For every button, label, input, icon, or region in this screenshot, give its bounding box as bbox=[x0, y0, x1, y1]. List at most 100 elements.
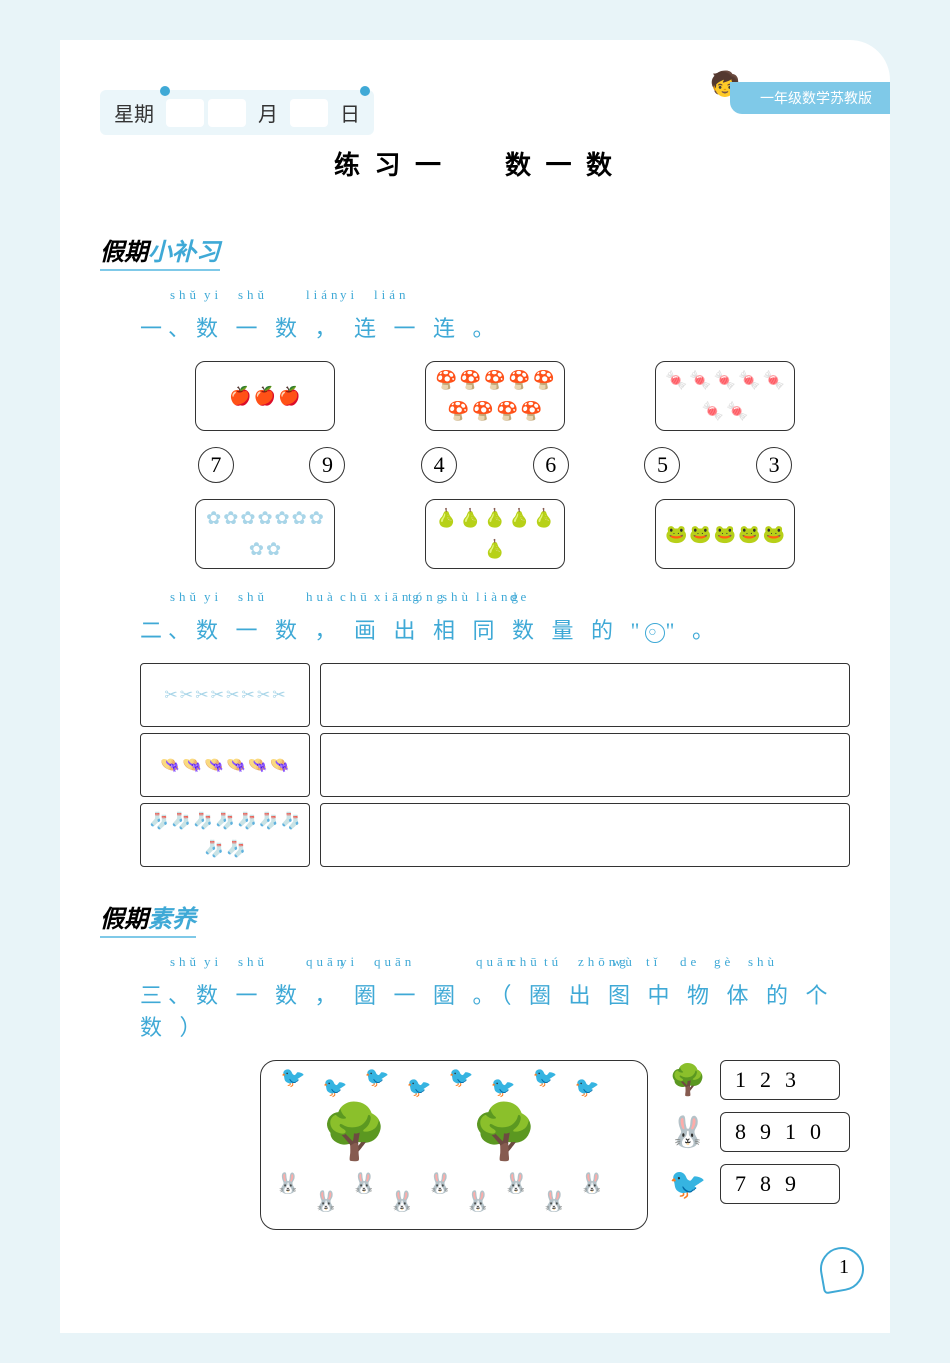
answer-options[interactable]: 8910 bbox=[720, 1112, 850, 1152]
item-icon: 🍄 bbox=[496, 401, 518, 422]
exercise-3: 🐦🐦🐦🐦🐦🐦🐦🐦🌳🌳🐰🐰🐰🐰🐰🐰🐰🐰🐰 🌳123🐰8910🐦789 bbox=[140, 1060, 850, 1230]
item-icon: ✿ bbox=[309, 508, 324, 529]
bird-icon: 🐦 bbox=[365, 1065, 390, 1090]
ex2-label-pre: 二、数 一 数 ， 画 出 相 同 数 量 的 " bbox=[140, 618, 645, 643]
number-circle[interactable]: 7 bbox=[198, 447, 234, 483]
item-icon: 🧦 bbox=[237, 811, 257, 831]
circle-icon: ○ bbox=[645, 623, 665, 643]
bird-icon: 🐦 bbox=[407, 1075, 432, 1100]
item-icon: ✿ bbox=[206, 508, 221, 529]
item-icon: 🍄 bbox=[520, 401, 542, 422]
number-circle[interactable]: 3 bbox=[756, 447, 792, 483]
weekday-field[interactable] bbox=[166, 99, 204, 127]
item-icon: 🐸 bbox=[689, 524, 711, 545]
answer-column: 🌳 123 🐰 8910 🐦 789 bbox=[668, 1060, 850, 1204]
number-circle[interactable]: 6 bbox=[533, 447, 569, 483]
bird-icon: 🐦 bbox=[323, 1075, 348, 1100]
rabbit-icon: 🐰 bbox=[352, 1171, 377, 1196]
item-icon: 🍐 bbox=[508, 508, 530, 529]
heading-accent: 小补习 bbox=[148, 240, 220, 266]
number-circle[interactable]: 9 bbox=[309, 447, 345, 483]
item-icon: ✿ bbox=[266, 539, 281, 560]
page-number: 1 bbox=[828, 1251, 860, 1283]
number-circle[interactable]: 4 bbox=[421, 447, 457, 483]
page-title: 练 习 一 数 一 数 bbox=[100, 145, 850, 182]
answer-icon: 🌳 bbox=[668, 1063, 708, 1098]
answer-options[interactable]: 789 bbox=[720, 1164, 840, 1204]
item-icon: ✿ bbox=[249, 539, 264, 560]
ex3-pinyin: shǔyishǔquānyiquānquānchūtúzhōngwùtǐdegè… bbox=[170, 954, 850, 970]
answer-row: 🐦 789 bbox=[668, 1164, 850, 1204]
item-icon: ✂ bbox=[241, 685, 254, 705]
ex1-pinyin: shǔyishǔliányilián bbox=[170, 287, 850, 303]
count-box[interactable]: ✿✿✿✿✿✿✿✿✿ bbox=[195, 499, 335, 569]
draw-row: 👒👒👒👒👒👒 bbox=[140, 733, 850, 797]
draw-row: 🧦🧦🧦🧦🧦🧦🧦🧦🧦 bbox=[140, 803, 850, 867]
rabbit-icon: 🐰 bbox=[276, 1171, 301, 1196]
item-icon: 🐸 bbox=[738, 524, 760, 545]
count-box[interactable]: 🍐🍐🍐🍐🍐🍐 bbox=[425, 499, 565, 569]
item-icon: 🧦 bbox=[204, 839, 224, 859]
answer-icon: 🐦 bbox=[668, 1167, 708, 1202]
count-box[interactable]: 🍄🍄🍄🍄🍄🍄🍄🍄🍄 bbox=[425, 361, 565, 431]
ex2-label-post: " 。 bbox=[665, 618, 719, 643]
day-field[interactable] bbox=[290, 99, 328, 127]
ex1-number-row: 7 9 4 6 5 3 bbox=[160, 447, 830, 483]
rabbit-icon: 🐰 bbox=[504, 1171, 529, 1196]
item-icon: ✂ bbox=[164, 685, 177, 705]
item-icon: 🐸 bbox=[665, 524, 687, 545]
item-icon: ✂ bbox=[257, 685, 270, 705]
answer-icon: 🐰 bbox=[668, 1115, 708, 1150]
heading-accent: 素养 bbox=[148, 907, 196, 933]
item-icon: 🧦 bbox=[226, 839, 246, 859]
answer-field[interactable] bbox=[320, 733, 850, 797]
rabbit-icon: 🐰 bbox=[390, 1189, 415, 1214]
date-box: 星期 月 日 bbox=[100, 90, 374, 135]
item-icon: 🧦 bbox=[149, 811, 169, 831]
item-icon: 👒 bbox=[270, 755, 290, 775]
rabbit-icon: 🐰 bbox=[314, 1189, 339, 1214]
exercise-1: 🍎🍎🍎🍄🍄🍄🍄🍄🍄🍄🍄🍄🍬🍬🍬🍬🍬🍬🍬 794653 ✿✿✿✿✿✿✿✿✿🍐🍐🍐🍐… bbox=[140, 361, 850, 569]
item-icon: 👒 bbox=[248, 755, 268, 775]
item-icon: ✿ bbox=[292, 508, 307, 529]
count-box: ✂✂✂✂✂✂✂✂ bbox=[140, 663, 310, 727]
answer-field[interactable] bbox=[320, 803, 850, 867]
item-icon: 🍐 bbox=[459, 508, 481, 529]
item-icon: 👒 bbox=[226, 755, 246, 775]
rabbit-icon: 🐰 bbox=[466, 1189, 491, 1214]
item-icon: 🍄 bbox=[472, 401, 494, 422]
month-label: 月 bbox=[250, 94, 286, 131]
ex3-instruction: 三、数 一 数 ， 圈 一 圈 。（ 圈 出 图 中 物 体 的 个 数 ） bbox=[140, 978, 850, 1042]
month-field[interactable] bbox=[208, 99, 246, 127]
count-box[interactable]: 🐸🐸🐸🐸🐸 bbox=[655, 499, 795, 569]
item-icon: 🐸 bbox=[763, 524, 785, 545]
item-icon: 🍄 bbox=[508, 370, 530, 391]
item-icon: 🍄 bbox=[447, 401, 469, 422]
number-circle[interactable]: 5 bbox=[644, 447, 680, 483]
item-icon: ✂ bbox=[226, 685, 239, 705]
scene-box: 🐦🐦🐦🐦🐦🐦🐦🐦🌳🌳🐰🐰🐰🐰🐰🐰🐰🐰🐰 bbox=[260, 1060, 648, 1230]
bird-icon: 🐦 bbox=[281, 1065, 306, 1090]
answer-options[interactable]: 123 bbox=[720, 1060, 840, 1100]
bird-icon: 🐦 bbox=[449, 1065, 474, 1090]
ex2-instruction: 二、数 一 数 ， 画 出 相 同 数 量 的 "○" 。 bbox=[140, 613, 850, 645]
item-icon: 🍐 bbox=[435, 508, 457, 529]
item-icon: 🍄 bbox=[459, 370, 481, 391]
item-icon: 🍬 bbox=[665, 370, 687, 391]
ex1-top-row: 🍎🍎🍎 🍄🍄🍄🍄🍄🍄🍄🍄🍄 🍬🍬🍬🍬🍬🍬🍬 bbox=[180, 361, 810, 431]
worksheet-page: 星期 月 日 🧒 一年级数学苏教版 练 习 一 数 一 数 假期小补习 shǔy… bbox=[60, 40, 890, 1333]
exercise-2: ✂✂✂✂✂✂✂✂👒👒👒👒👒👒🧦🧦🧦🧦🧦🧦🧦🧦🧦 bbox=[140, 663, 850, 867]
count-box[interactable]: 🍎🍎🍎 bbox=[195, 361, 335, 431]
rabbit-icon: 🐰 bbox=[428, 1171, 453, 1196]
item-icon: 👒 bbox=[182, 755, 202, 775]
count-box[interactable]: 🍬🍬🍬🍬🍬🍬🍬 bbox=[655, 361, 795, 431]
answer-row: 🐰 8910 bbox=[668, 1112, 850, 1152]
pin-icon bbox=[360, 86, 370, 96]
item-icon: 🧦 bbox=[171, 811, 191, 831]
grade-tag: 一年级数学苏教版 bbox=[730, 82, 890, 114]
answer-field[interactable] bbox=[320, 663, 850, 727]
item-icon: 👒 bbox=[204, 755, 224, 775]
ex1-instruction: 一、数 一 数 ， 连 一 连 。 bbox=[140, 311, 850, 343]
bird-icon: 🐦 bbox=[491, 1075, 516, 1100]
item-icon: 🍐 bbox=[484, 539, 506, 560]
